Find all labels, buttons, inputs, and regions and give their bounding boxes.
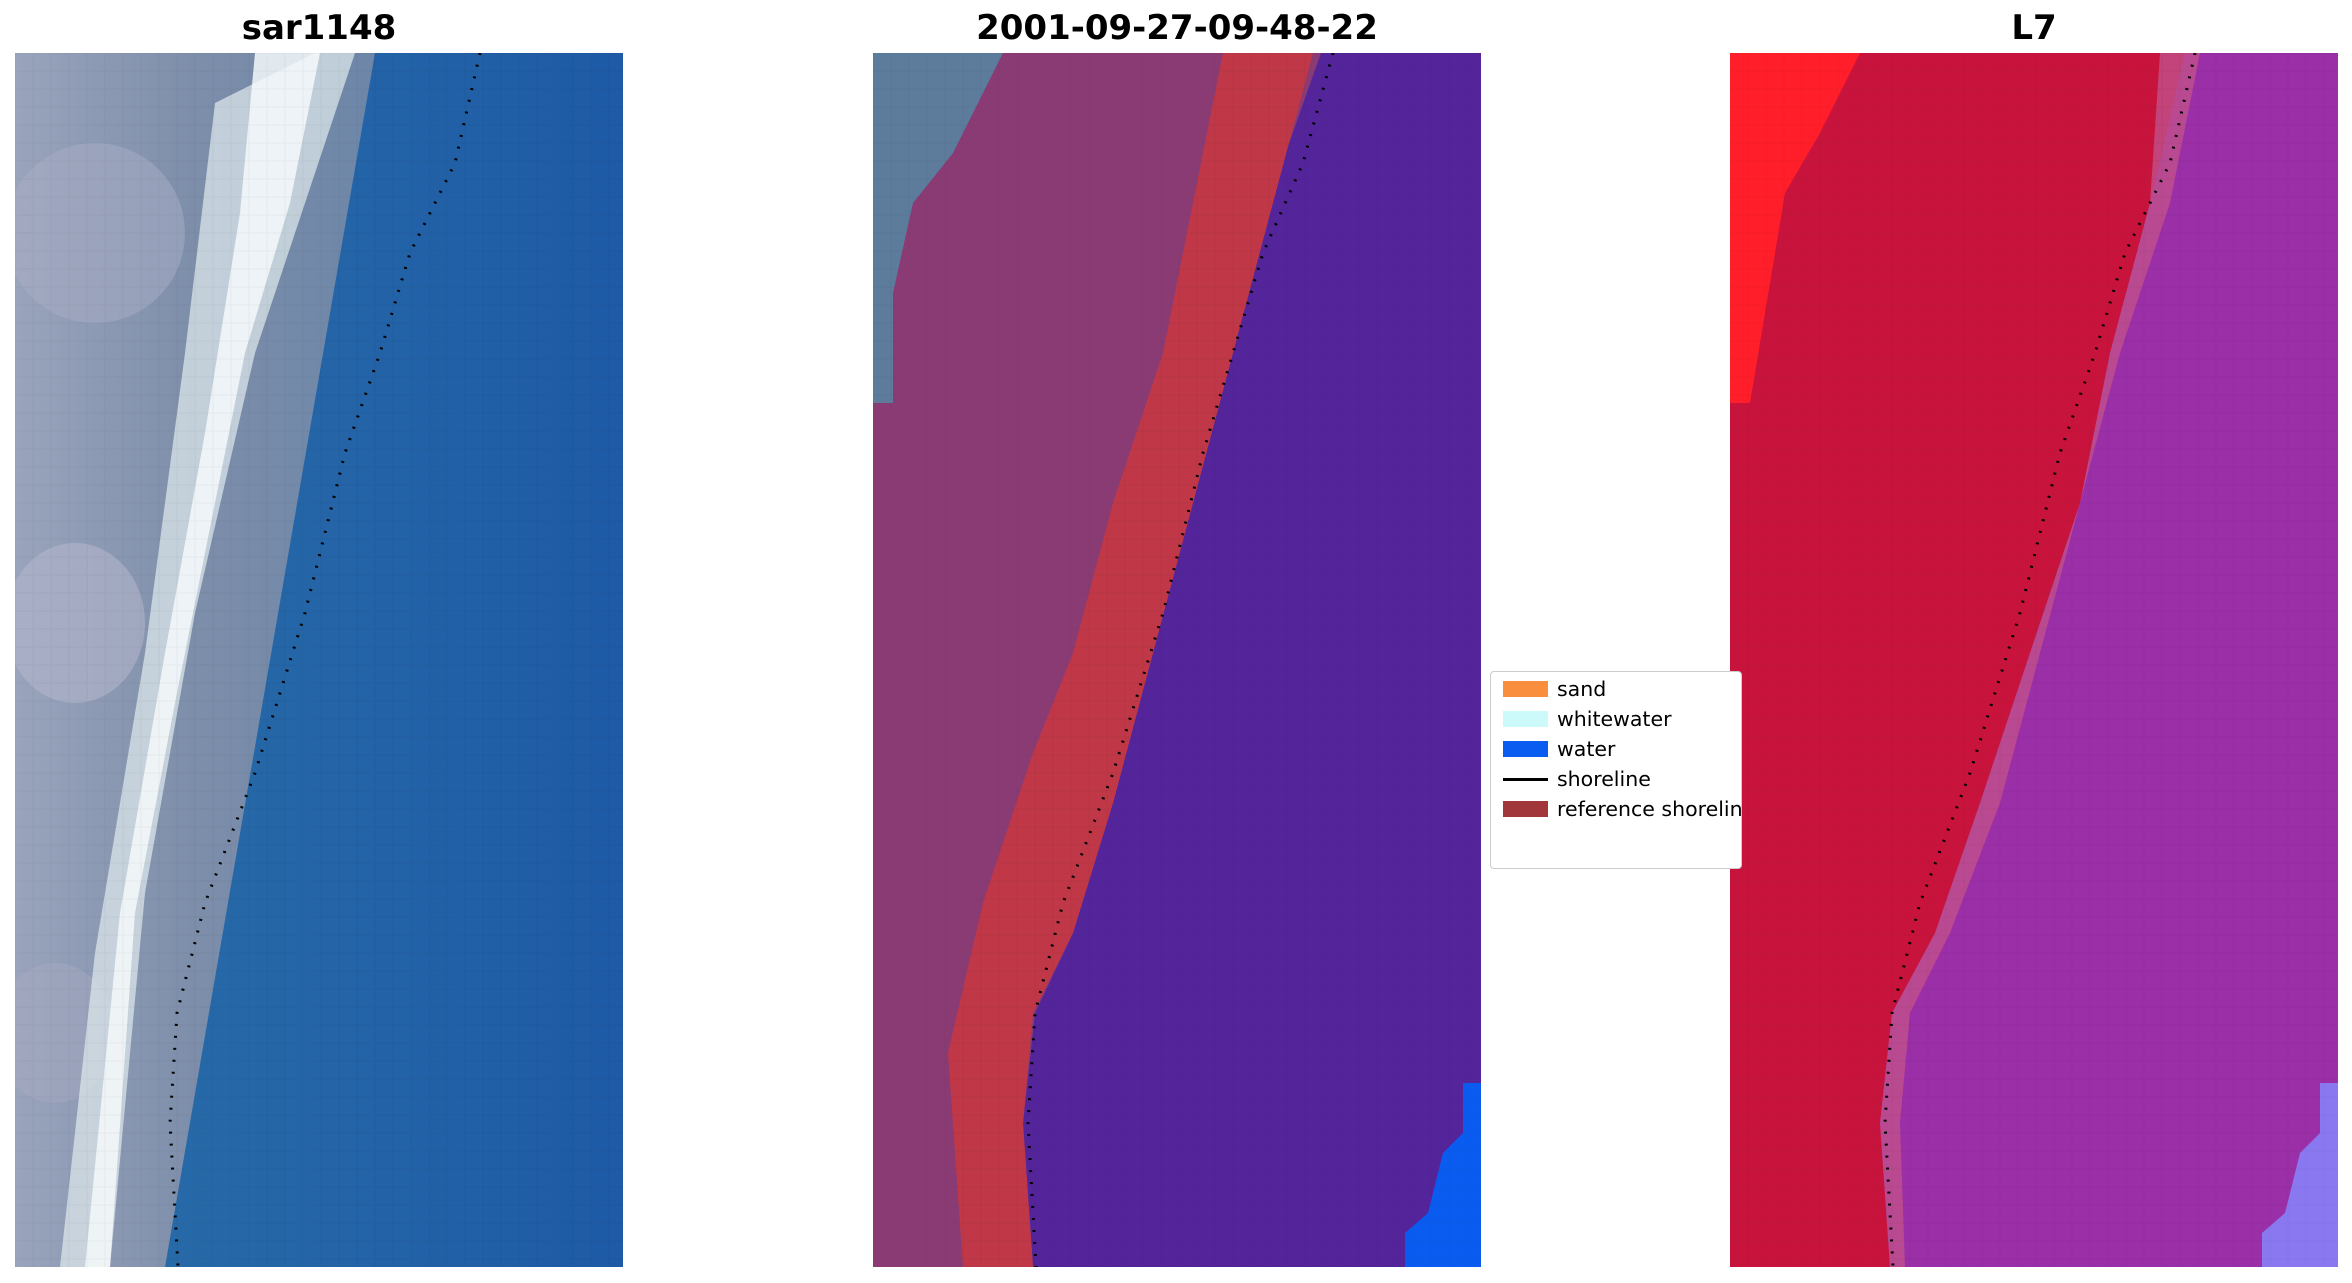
legend-label-sand: sand [1557, 677, 1607, 701]
rgb-satellite-image [15, 53, 623, 1267]
mndwi-panel: L7 [1730, 0, 2338, 1283]
mndwi-image [1730, 53, 2338, 1267]
legend-line-shoreline [1503, 778, 1548, 781]
legend-item-sand: sand [1491, 674, 1741, 704]
panel-title-classification: 2001-09-27-09-48-22 [976, 8, 1378, 48]
legend-item-reference-shoreline: reference shoreline [1491, 794, 1742, 824]
legend-label-reference-shoreline: reference shoreline [1557, 797, 1742, 821]
legend-label-whitewater: whitewater [1557, 707, 1672, 731]
rgb-panel: sar1148 [15, 0, 623, 1283]
legend-label-water: water [1557, 737, 1616, 761]
panel-title-rgb: sar1148 [241, 8, 397, 48]
legend-item-whitewater: whitewater [1491, 704, 1741, 734]
legend-swatch-whitewater [1503, 711, 1548, 727]
legend-swatch-reference-shoreline [1503, 801, 1548, 817]
legend-item-shoreline: shoreline [1491, 764, 1741, 794]
classification-panel: 2001-09-27-09-48-22 [873, 0, 1481, 1283]
classification-image [873, 53, 1481, 1267]
legend-swatch-water [1503, 741, 1548, 757]
legend-swatch-sand [1503, 681, 1548, 697]
legend-item-water: water [1491, 734, 1741, 764]
legend: sand whitewater water shoreline referenc… [1490, 671, 1742, 869]
panel-title-mndwi: L7 [2011, 8, 2057, 48]
legend-label-shoreline: shoreline [1557, 767, 1651, 791]
